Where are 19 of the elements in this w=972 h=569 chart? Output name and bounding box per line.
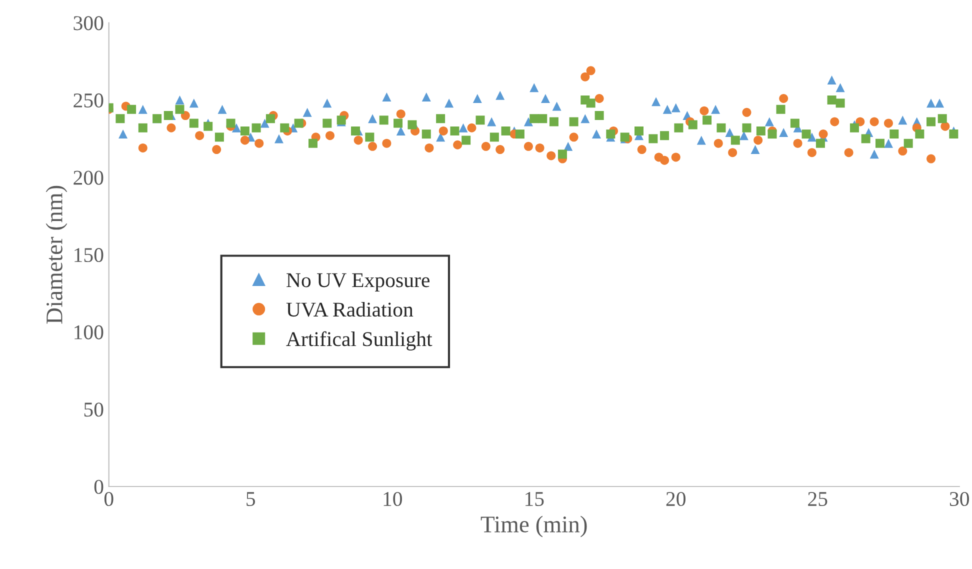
- y-tick-label: 200: [74, 170, 104, 185]
- y-tick-label: 50: [84, 402, 104, 417]
- x-axis-title: Time (min): [480, 516, 587, 538]
- x-tick-label: 30: [950, 492, 969, 506]
- x-tick-label: 10: [384, 492, 402, 506]
- y-tick-label: 250: [74, 93, 104, 108]
- legend-label: UVA Radiation: [286, 302, 414, 317]
- legend-label: No UV Exposure: [286, 273, 430, 292]
- x-tick-label: 20: [666, 492, 686, 506]
- y-tick-label: 100: [74, 325, 104, 340]
- y-tick-label: 0: [94, 480, 104, 494]
- y-tick-label: 150: [74, 248, 104, 262]
- x-tick-label: 25: [808, 492, 828, 506]
- x-tick-label: 0: [104, 492, 114, 506]
- legend-label: Artifical Sunlight: [286, 331, 432, 350]
- y-axis-title: Diameter (nm): [46, 186, 68, 324]
- x-tick-label: 15: [526, 492, 544, 506]
- y-tick-label: 300: [74, 16, 104, 30]
- x-tick-label: 5: [246, 492, 256, 506]
